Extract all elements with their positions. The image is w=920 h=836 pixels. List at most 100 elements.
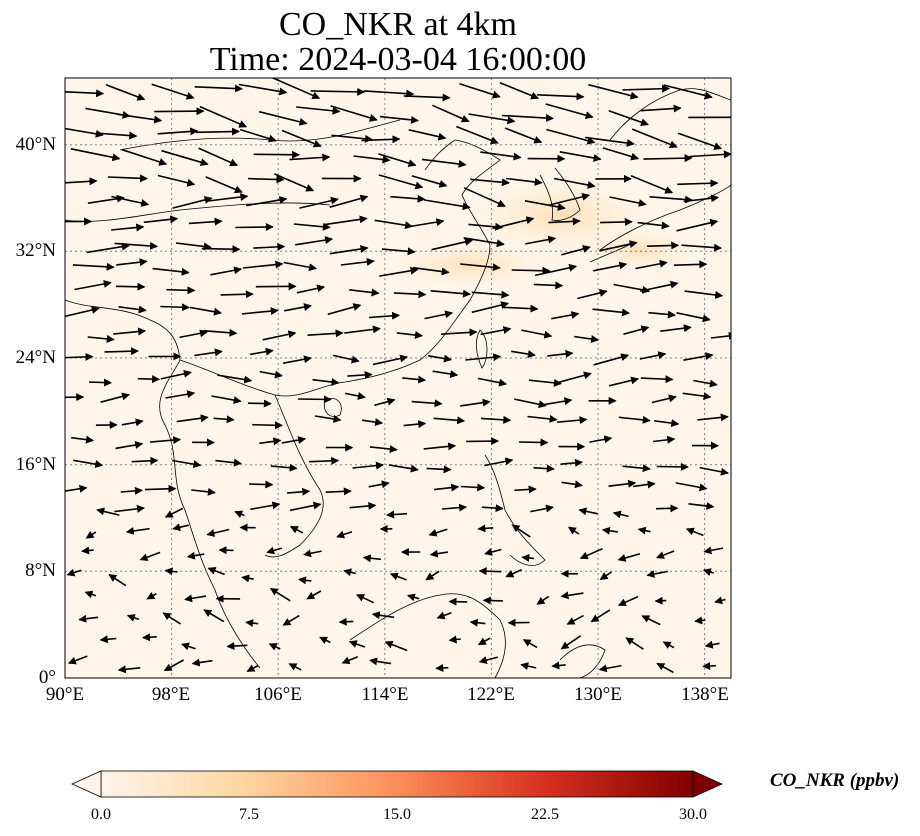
- wind-vector: [684, 290, 724, 299]
- wind-vector: [194, 84, 243, 93]
- wind-vector: [492, 216, 535, 230]
- wind-vector: [463, 187, 506, 207]
- wind-vector: [557, 416, 588, 425]
- wind-vector: [393, 290, 427, 299]
- wind-vector: [154, 107, 205, 116]
- wind-vector: [331, 134, 373, 143]
- wind-vector: [143, 215, 179, 224]
- wind-vector: [546, 128, 596, 145]
- wind-vector: [99, 635, 117, 644]
- wind-vector: [677, 179, 719, 188]
- wind-vector: [78, 614, 99, 623]
- wind-vector: [647, 241, 680, 250]
- coastlines: [65, 88, 731, 678]
- y-tick-label: 0°: [38, 667, 56, 688]
- wind-vector: [161, 149, 209, 167]
- wind-vector: [428, 354, 452, 363]
- wind-vector: [484, 548, 502, 556]
- wind-vector: [608, 110, 649, 127]
- wind-vector: [179, 329, 208, 339]
- x-tick-label: 130°E: [574, 684, 622, 705]
- wind-vector: [618, 415, 651, 424]
- wind-vector: [514, 398, 547, 409]
- wind-vector: [172, 523, 189, 532]
- wind-vector: [402, 375, 427, 384]
- wind-vector: [95, 131, 138, 140]
- wind-vector: [259, 370, 283, 379]
- wind-vector: [710, 331, 731, 340]
- wind-vector: [347, 370, 373, 379]
- wind-vector: [541, 397, 573, 406]
- wind-vector: [210, 266, 243, 276]
- wind-vector: [338, 617, 354, 626]
- wind-vector: [639, 280, 679, 292]
- wind-vector: [163, 659, 184, 672]
- wind-vector: [631, 128, 678, 149]
- wind-vector: [324, 215, 368, 226]
- wind-vector: [157, 174, 196, 187]
- wind-vector: [330, 105, 378, 122]
- wind-vector: [198, 147, 239, 167]
- wind-vector: [630, 175, 674, 194]
- wind-vector: [601, 526, 618, 535]
- wind-vector: [653, 419, 680, 428]
- wind-vector: [139, 551, 161, 562]
- wind-vector: [567, 526, 580, 535]
- wind-vector: [137, 375, 161, 384]
- wind-vector: [241, 307, 279, 316]
- wind-vector: [303, 549, 322, 558]
- wind-vector: [622, 84, 671, 93]
- wind-vector: [599, 571, 612, 581]
- wind-vector: [639, 351, 667, 360]
- wind-vector: [676, 218, 719, 232]
- wind-vector: [694, 616, 706, 625]
- wind-vector: [289, 501, 322, 512]
- wind-vector: [273, 173, 315, 192]
- wind-vector: [428, 528, 448, 537]
- wind-vector: [545, 103, 594, 120]
- wind-vector: [72, 262, 115, 271]
- wind-vector: [344, 392, 366, 400]
- wind-vector: [295, 236, 334, 246]
- wind-vector: [108, 574, 127, 587]
- wind-vector: [533, 464, 555, 473]
- wind-vector: [191, 658, 213, 667]
- wind-vector: [289, 153, 331, 162]
- wind-vector: [349, 501, 377, 510]
- wind-vector: [217, 374, 253, 384]
- wind-vector: [553, 177, 596, 189]
- wind-vector: [381, 247, 416, 256]
- y-tick-label: 24°N: [15, 347, 56, 368]
- wind-vector: [306, 590, 322, 600]
- wind-vector: [593, 353, 630, 366]
- wind-vector: [340, 257, 375, 266]
- x-tick-label: 114°E: [361, 684, 409, 705]
- wind-vector: [411, 175, 448, 188]
- wind-vector: [478, 656, 499, 664]
- wind-vector: [341, 656, 359, 665]
- wind-vector: [363, 89, 415, 98]
- wind-vector: [460, 398, 491, 407]
- wind-vector: [527, 414, 558, 423]
- wind-vector: [186, 551, 205, 560]
- wind-vector: [389, 572, 407, 581]
- wind-vector: [388, 464, 419, 473]
- wind-vector: [656, 662, 674, 674]
- wind-vector: [65, 352, 94, 361]
- wind-vector: [519, 438, 549, 447]
- wind-vector: [530, 504, 554, 513]
- wind-vector: [522, 639, 538, 649]
- wind-vector: [456, 125, 499, 145]
- wind-vector: [252, 421, 283, 430]
- wind-vector: [248, 175, 285, 184]
- wind-vector: [663, 84, 713, 100]
- wind-vector: [460, 483, 486, 492]
- colorbar-tick-label: 30.0: [679, 806, 707, 823]
- chart-title: CO_NKR at 4km: [279, 6, 517, 43]
- wind-vector: [379, 266, 419, 277]
- wind-vector: [199, 105, 248, 128]
- wind-vector: [207, 193, 249, 202]
- wind-vector: [152, 267, 190, 276]
- wind-vector: [325, 487, 352, 496]
- wind-vector: [164, 567, 178, 576]
